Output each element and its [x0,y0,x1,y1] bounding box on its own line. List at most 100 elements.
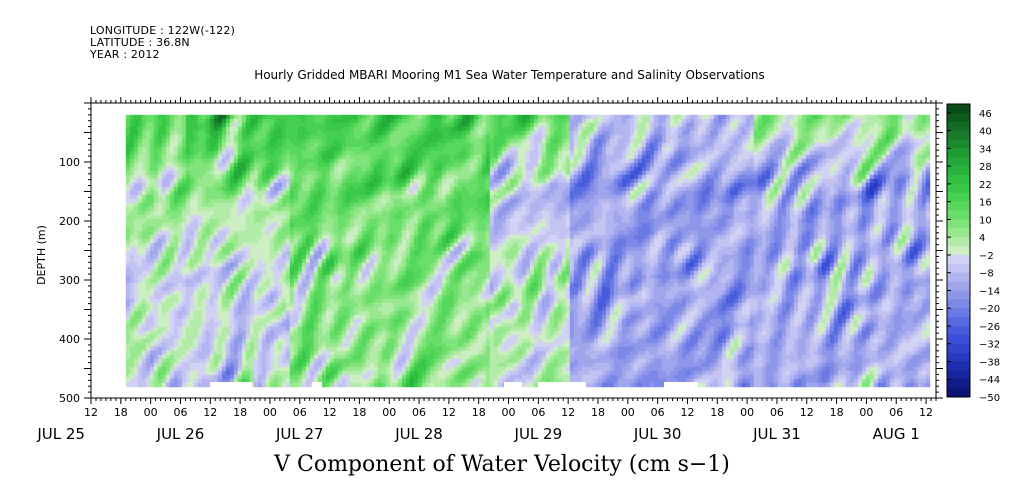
field-cell [233,370,239,376]
field-cell [397,350,403,356]
field-cell [333,122,339,128]
field-cell [397,310,403,316]
field-cell [189,194,195,200]
field-cell [205,202,211,208]
field-cell [137,134,143,140]
field-cell [329,158,335,164]
field-cell [165,362,171,368]
field-cell [321,362,327,368]
field-cell [301,154,307,160]
field-cell [181,242,187,248]
field-cell [361,266,367,272]
field-cell [401,346,407,352]
field-cell [241,118,247,124]
field-cell [377,322,383,328]
field-cell [361,182,367,188]
field-cell [389,162,395,168]
field-cell [141,338,147,344]
field-cell [229,318,235,324]
field-cell [213,154,219,160]
field-cell [365,302,371,308]
field-cell [297,182,303,188]
field-cell [125,306,131,312]
field-cell [293,366,299,372]
field-cell [261,294,267,300]
field-cell [393,354,399,360]
field-cell [201,318,207,324]
field-cell [149,122,155,128]
field-cell [389,138,395,144]
field-cell [301,130,307,136]
field-cell [153,266,159,272]
field-cell [349,266,355,272]
field-cell [345,362,351,368]
field-cell [369,342,375,348]
field-cell [157,174,163,180]
field-cell [293,150,299,156]
field-cell [321,198,327,204]
field-cell [349,350,355,356]
field-cell [185,270,191,276]
field-cell [385,186,391,192]
field-cell [321,226,327,232]
field-cell [225,202,231,208]
field-cell [245,166,251,172]
field-cell [209,302,215,308]
field-cell [217,334,223,340]
field-cell [257,198,263,204]
field-cell [237,226,243,232]
field-cell [341,218,347,224]
field-cell [289,178,295,184]
field-cell [217,258,223,264]
field-cell [325,194,331,200]
field-cell [413,366,419,372]
field-cell [125,338,131,344]
field-cell [145,274,151,280]
field-cell [209,246,215,252]
field-cell [293,378,299,384]
field-cell [157,306,163,312]
field-cell [293,214,299,220]
field-cell [413,302,419,308]
field-cell [193,314,199,320]
field-cell [197,186,203,192]
field-cell [333,298,339,304]
field-cell [389,370,395,376]
field-cell [177,346,183,352]
field-cell [309,162,315,168]
field-cell [361,114,367,120]
field-cell [337,130,343,136]
field-cell [165,170,171,176]
field-cell [189,230,195,236]
field-cell [313,250,319,256]
field-cell [133,138,139,144]
field-cell [225,142,231,148]
field-cell [385,310,391,316]
field-cell [193,290,199,296]
field-cell [129,262,135,268]
field-cell [161,118,167,124]
field-cell [325,202,331,208]
field-cell [337,262,343,268]
field-cell [253,170,259,176]
field-cell [313,262,319,268]
field-cell [265,382,271,388]
field-cell [241,162,247,168]
field-cell [253,294,259,300]
field-cell [317,122,323,128]
field-cell [381,138,387,144]
field-cell [237,158,243,164]
field-cell [385,330,391,336]
field-cell [233,190,239,196]
field-cell [241,290,247,296]
field-cell [165,366,171,372]
field-cell [269,274,275,280]
field-cell [357,250,363,256]
field-cell [345,298,351,304]
field-cell [297,118,303,124]
field-cell [373,150,379,156]
field-cell [285,366,291,372]
field-cell [229,346,235,352]
field-cell [189,366,195,372]
field-cell [273,266,279,272]
